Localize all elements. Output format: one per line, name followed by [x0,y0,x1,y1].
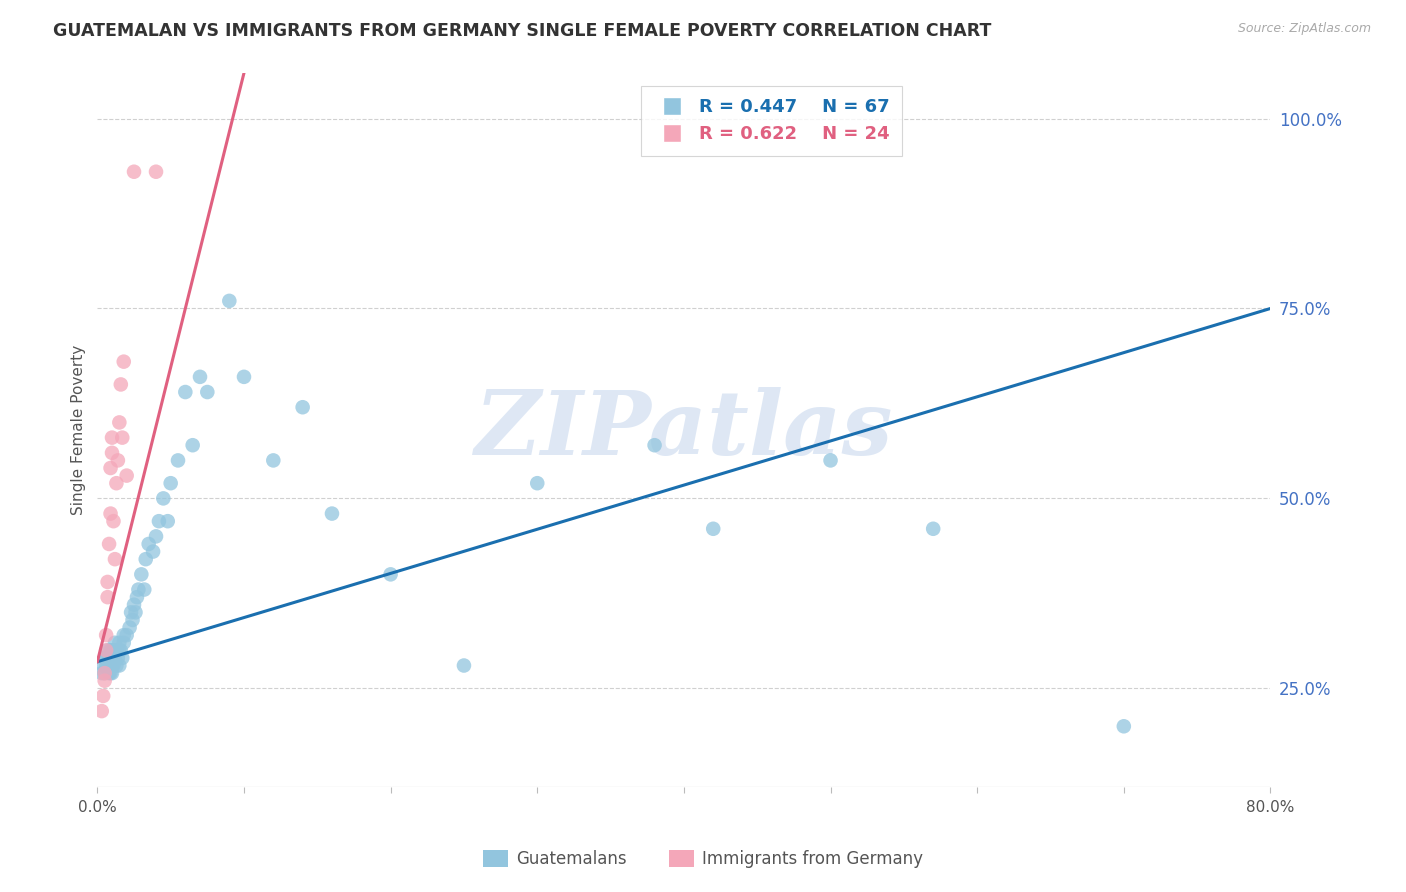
Point [233,369,256,384]
Point [103,514,125,528]
Point [145,529,167,543]
Point [93,651,115,665]
Point [262,453,284,467]
Point [110,377,132,392]
Point [1112,719,1135,733]
Point [526,476,548,491]
Point [108,658,131,673]
Y-axis label: Single Female Poverty: Single Female Poverty [72,345,86,516]
Point [91,658,114,673]
Point [167,453,190,467]
Point [94,628,117,642]
Text: Source: ZipAtlas.com: Source: ZipAtlas.com [1237,22,1371,36]
Point [101,666,124,681]
Point [145,165,167,179]
Point [122,165,145,179]
Point [105,643,128,657]
Point [321,507,343,521]
Point [101,651,124,665]
Point [134,582,156,597]
Point [111,431,134,445]
Point [98,666,121,681]
Point [103,643,125,657]
Point [98,651,121,665]
Point [115,628,138,642]
Point [94,643,117,657]
Point [97,643,120,657]
Point [124,605,146,619]
Point [131,567,153,582]
Point [115,468,138,483]
Point [97,658,120,673]
Point [107,453,129,467]
Point [218,293,240,308]
Point [291,401,314,415]
Point [93,666,115,681]
Point [112,628,135,642]
Text: GUATEMALAN VS IMMIGRANTS FROM GERMANY SINGLE FEMALE POVERTY CORRELATION CHART: GUATEMALAN VS IMMIGRANTS FROM GERMANY SI… [53,22,991,40]
Point [120,605,142,619]
Point [101,431,124,445]
Point [100,643,122,657]
Point [644,438,666,452]
Point [91,689,114,703]
Text: ZIPatlas: ZIPatlas [475,387,893,474]
Point [94,651,117,665]
Point [112,354,135,368]
Point [135,552,157,566]
Point [110,643,132,657]
Point [108,643,131,657]
Legend: R = 0.447    N = 67, R = 0.622    N = 24: R = 0.447 N = 67, R = 0.622 N = 24 [641,86,903,156]
Point [105,658,128,673]
Point [118,621,141,635]
Point [104,552,127,566]
Point [138,537,160,551]
Legend: Guatemalans, Immigrants from Germany: Guatemalans, Immigrants from Germany [477,843,929,875]
Point [107,651,129,665]
Point [111,651,134,665]
Point [453,658,475,673]
Point [100,666,122,681]
Point [122,598,145,612]
Point [112,636,135,650]
Point [142,544,165,558]
Point [100,507,122,521]
Point [104,651,127,665]
Point [108,636,131,650]
Point [702,522,724,536]
Point [97,590,120,604]
Point [100,658,122,673]
Point [148,514,170,528]
Point [94,658,117,673]
Point [195,385,218,400]
Point [125,590,148,604]
Point [93,673,115,688]
Point [101,643,124,657]
Point [101,446,124,460]
Point [98,537,121,551]
Point [103,658,125,673]
Point [90,666,112,681]
Point [181,438,204,452]
Point [820,453,842,467]
Point [121,613,143,627]
Point [156,514,179,528]
Point [922,522,945,536]
Point [174,385,197,400]
Point [104,636,127,650]
Point [188,369,211,384]
Point [97,574,120,589]
Point [93,666,115,681]
Point [105,476,128,491]
Point [127,582,149,597]
Point [159,476,181,491]
Point [380,567,402,582]
Point [152,491,174,506]
Point [108,416,131,430]
Point [100,461,122,475]
Point [101,658,124,673]
Point [90,704,112,718]
